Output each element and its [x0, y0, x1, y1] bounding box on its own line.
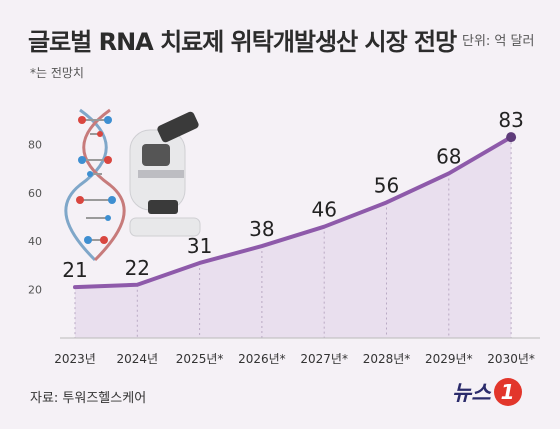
data-label: 68 [436, 144, 461, 168]
source-label: 자료: 투워즈헬스케어 [30, 391, 147, 406]
dna-helix-icon [64, 108, 126, 262]
x-tick-label: 2024년 [117, 352, 159, 366]
data-label: 31 [187, 234, 212, 258]
x-tick-label: 2028년* [363, 352, 411, 366]
data-label: 46 [311, 198, 336, 222]
unit-label: 단위: 억 달러 [462, 34, 535, 49]
dna-microscope-illustration [64, 108, 201, 262]
x-tick-label: 2027년* [300, 352, 348, 366]
y-tick-label: 60 [28, 187, 42, 200]
x-tick-label: 2029년* [425, 352, 473, 366]
data-label: 56 [374, 173, 399, 197]
news1-logo: 뉴스 1 [452, 377, 522, 407]
x-tick-label: 2023년 [54, 352, 96, 366]
data-label: 21 [62, 258, 87, 282]
data-label: 83 [498, 108, 523, 132]
y-tick-label: 80 [28, 138, 42, 151]
x-tick-label: 2030년* [487, 352, 535, 366]
logo-mark: 1 [493, 378, 522, 406]
x-tick-label: 2026년* [238, 352, 286, 366]
microscope-icon [129, 111, 201, 237]
data-label: 38 [249, 217, 274, 241]
end-point-marker [506, 132, 517, 143]
y-tick-label: 20 [28, 284, 42, 297]
chart-title: 글로벌 RNA 치료제 위탁개발생산 시장 전망 [28, 28, 457, 56]
y-tick-label: 40 [28, 235, 42, 248]
data-label: 22 [125, 256, 150, 280]
logo-text: 뉴스 [452, 381, 491, 405]
x-tick-label: 2025년* [176, 352, 224, 366]
forecast-note: *는 전망치 [30, 66, 84, 80]
series-line [73, 135, 514, 290]
